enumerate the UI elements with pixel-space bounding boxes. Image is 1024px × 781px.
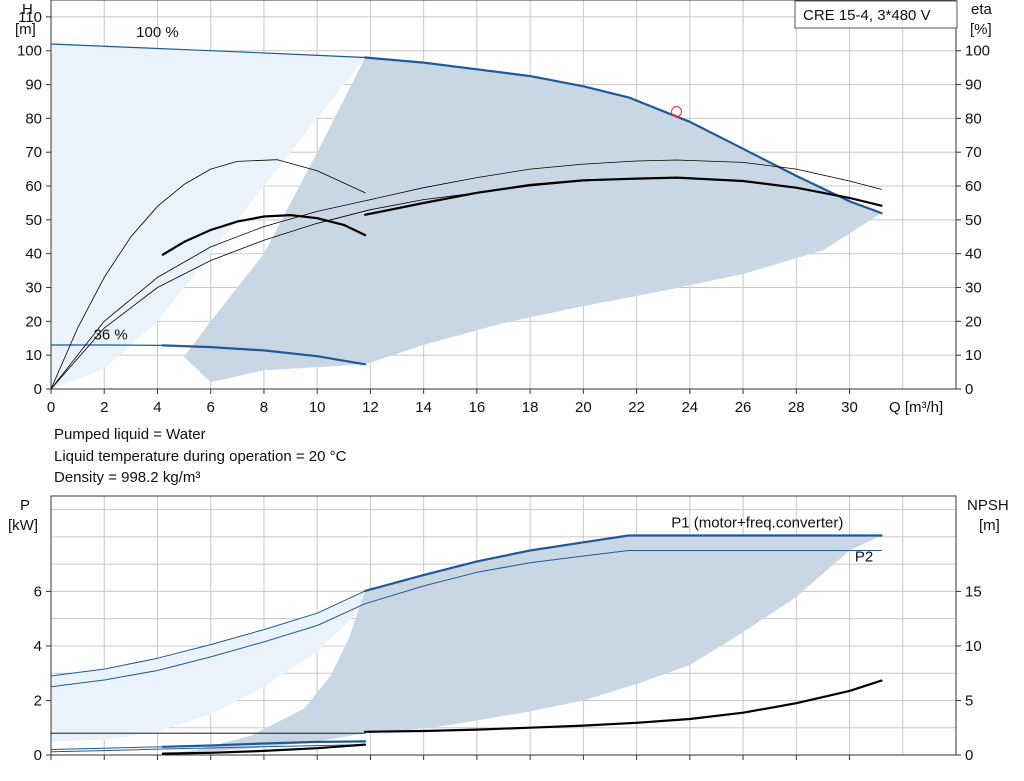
y-axis-label-left: P <box>20 497 30 514</box>
series-label: P1 (motor+freq.converter) <box>671 514 843 531</box>
series-head-100 <box>50 43 366 59</box>
y-tick-label-right: 90 <box>965 77 982 94</box>
curve-speed-annotation: 36 % <box>94 327 128 344</box>
x-axis-label: Q [m³/h] <box>889 399 943 416</box>
x-tick-label: 16 <box>469 399 486 416</box>
y-tick-label-right: 0 <box>965 747 973 764</box>
y-tick-label-right: 20 <box>965 313 982 330</box>
y-tick-label-right: 5 <box>965 692 973 709</box>
y-tick-label-left: 80 <box>25 110 42 127</box>
y-tick-label-left: 40 <box>25 246 42 263</box>
model-title: CRE 15-4, 3*480 V <box>803 7 931 24</box>
x-tick-label: 12 <box>362 399 379 416</box>
y-tick-label-left: 10 <box>25 347 42 364</box>
y-tick-label-right: 0 <box>965 381 973 398</box>
y-axis-label-right: NPSH <box>967 497 1009 514</box>
y-axis-label-right: eta <box>971 1 993 18</box>
y-tick-label-left: 30 <box>25 280 42 297</box>
y-tick-label-right: 60 <box>965 178 982 195</box>
y-tick-label-left: 50 <box>25 212 42 229</box>
operating-range-dark-area <box>170 535 882 754</box>
operating-range-light-area <box>51 44 366 389</box>
x-tick-label: 0 <box>47 399 55 416</box>
series-P2 <box>50 550 882 688</box>
power-npsh-chart: 0 2 4 6 0 5 10 15 P [kW] NPSH [m] P1 (motor+freq.con… <box>8 495 1009 764</box>
curve-speed-annotation: 100 % <box>136 24 179 41</box>
y-tick-label-left: 100 <box>17 43 42 60</box>
plot-frame <box>50 495 957 756</box>
y-tick-label-right: 15 <box>965 583 982 600</box>
y-tick-label-left: 6 <box>34 583 42 600</box>
series-head-36 <box>161 344 367 366</box>
x-tick-label: 30 <box>841 399 858 416</box>
series-P1-36 <box>161 740 367 748</box>
x-tick-label: 8 <box>260 399 268 416</box>
note-liquid-temperature: Liquid temperature during operation = 20… <box>54 448 347 465</box>
x-tick-label: 18 <box>522 399 539 416</box>
operating-range-dark-area <box>184 57 882 383</box>
series-P1 <box>50 590 366 677</box>
plot-frame <box>50 0 957 390</box>
y-axis-unit-right: [m] <box>979 517 1000 534</box>
series-eta-thin <box>50 159 366 390</box>
y-tick-label-left: 70 <box>25 144 42 161</box>
y-tick-label-right: 100 <box>965 43 990 60</box>
x-tick-label: 20 <box>575 399 592 416</box>
y-tick-label-right: 40 <box>965 246 982 263</box>
x-tick-label: 22 <box>628 399 645 416</box>
x-tick-label: 4 <box>153 399 161 416</box>
series-head-100 <box>364 56 883 215</box>
series-P1 <box>364 534 883 593</box>
series-label: P2 <box>855 548 873 565</box>
duty-point-marker <box>671 106 683 118</box>
y-tick-label-left: 60 <box>25 178 42 195</box>
y-tick-label-right: 80 <box>965 110 982 127</box>
series-eta-thin <box>50 159 882 390</box>
x-tick-label: 26 <box>735 399 752 416</box>
series-eta <box>161 214 367 256</box>
y-tick-label-left: 20 <box>25 313 42 330</box>
series-P1-36 <box>50 746 164 750</box>
note-pumped-liquid: Pumped liquid = Water <box>54 426 206 443</box>
series-P2-36 <box>50 744 366 753</box>
y-tick-label-right: 70 <box>965 144 982 161</box>
x-tick-label: 14 <box>415 399 432 416</box>
series-NPSH-36 <box>161 743 367 755</box>
y-axis-unit-right: [%] <box>970 21 992 38</box>
x-tick-label: 28 <box>788 399 805 416</box>
series-eta <box>364 176 883 216</box>
fluid-notes: Pumped liquid = Water Liquid temperature… <box>54 426 347 486</box>
y-tick-label-left: 110 <box>18 9 42 26</box>
y-tick-label-right: 50 <box>965 212 982 229</box>
operating-range-light-area <box>51 590 366 742</box>
y-tick-label-right: 10 <box>965 347 982 364</box>
y-tick-label-left: 90 <box>25 77 42 94</box>
y-tick-label-left: 0 <box>34 747 42 764</box>
y-axis-label-left: H <box>22 1 33 18</box>
y-tick-label-right: 30 <box>965 280 982 297</box>
x-tick-label: 24 <box>681 399 698 416</box>
series-NPSH <box>364 679 883 733</box>
x-tick-label: 10 <box>309 399 326 416</box>
y-axis-unit-left: [kW] <box>8 517 38 534</box>
y-tick-label-left: 2 <box>34 692 42 709</box>
x-tick-label: 6 <box>207 399 215 416</box>
y-tick-label-left: 0 <box>34 381 42 398</box>
model-title-box: CRE 15-4, 3*480 V <box>794 0 958 29</box>
note-density: Density = 998.2 kg/m³ <box>54 469 200 486</box>
head-efficiency-chart: 0102030405060708090100110010203040506070… <box>15 0 993 416</box>
y-tick-label-right: 10 <box>965 638 982 655</box>
x-tick-label: 2 <box>100 399 108 416</box>
y-axis-unit-left: [m] <box>15 21 36 38</box>
y-tick-label-left: 4 <box>34 638 42 655</box>
